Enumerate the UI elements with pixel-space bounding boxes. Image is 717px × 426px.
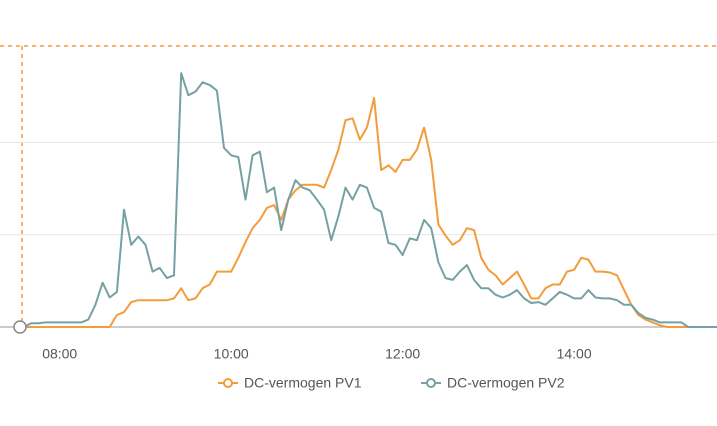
- legend-label: DC-vermogen PV2: [447, 375, 565, 391]
- series-line: [24, 97, 717, 328]
- x-tick-label: 08:00: [42, 346, 77, 362]
- x-tick-label: 12:00: [385, 346, 420, 362]
- cursor-marker: [13, 320, 27, 334]
- legend: DC-vermogen PV1 DC-vermogen PV2: [218, 375, 565, 391]
- x-tick-label: 14:00: [557, 346, 592, 362]
- series-line: [23, 72, 717, 328]
- grid: 08:00 10:00 12:00 14:00: [0, 141, 717, 362]
- legend-label: DC-vermogen PV1: [244, 375, 362, 391]
- x-tick-label: 10:00: [214, 346, 249, 362]
- lines: [23, 72, 717, 328]
- legend-marker: [223, 378, 233, 388]
- legend-marker: [426, 378, 436, 388]
